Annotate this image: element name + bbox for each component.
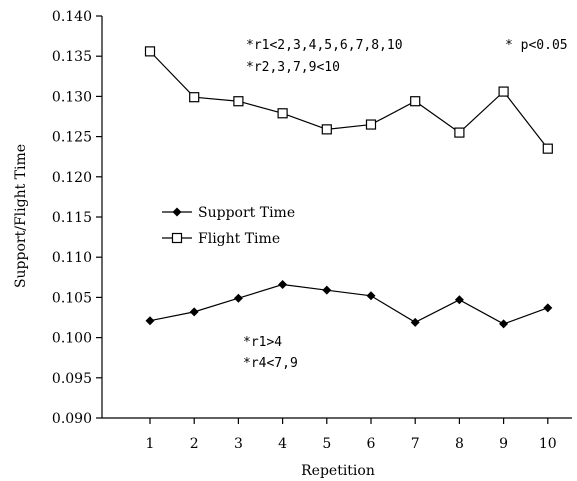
annotation-significance: * p<0.05 — [505, 38, 568, 53]
x-tick-label: 1 — [146, 436, 155, 452]
flight-time-point — [144, 46, 156, 57]
y-tick-label: 0.105 — [52, 290, 92, 306]
x-tick-label: 4 — [278, 436, 287, 452]
y-tick-label: 0.090 — [52, 411, 92, 427]
x-axis-title: Repetition — [301, 463, 375, 479]
flight-time-line — [149, 50, 549, 150]
x-tick-label: 3 — [234, 436, 243, 452]
support-time-point — [543, 303, 553, 313]
x-tick-label: 9 — [499, 436, 508, 452]
annotation-flight-line2: *r2,3,7,9<10 — [246, 60, 340, 75]
flight-time-point — [542, 143, 553, 154]
y-tick-label: 0.095 — [52, 371, 92, 387]
support-time-point — [410, 317, 420, 327]
flight-time-point — [189, 92, 200, 103]
support-time-point — [189, 307, 199, 317]
support-time-point — [454, 295, 464, 305]
x-tick-label: 10 — [539, 436, 557, 452]
x-tick-label: 8 — [455, 436, 464, 452]
series-layer — [144, 46, 553, 329]
x-ticks: 1 2 3 4 5 6 7 8 9 10 — [146, 418, 557, 452]
support-time-point — [366, 291, 376, 301]
support-time-line — [149, 283, 549, 325]
annotation-support-line1: *r1>4 — [243, 335, 282, 350]
y-ticks: 0.090 0.095 0.100 0.105 0.110 0.115 0.120 0.125… — [52, 9, 102, 427]
y-tick-label: 0.115 — [52, 210, 92, 226]
legend-flight-marker — [171, 232, 183, 244]
support-time-point — [145, 316, 155, 326]
legend: Support Time Flight Time — [162, 205, 295, 247]
y-tick-label: 0.125 — [52, 130, 92, 146]
support-time-point — [278, 280, 288, 290]
y-tick-label: 0.110 — [52, 250, 92, 266]
x-tick-label: 7 — [411, 436, 420, 452]
legend-flight-label: Flight Time — [198, 231, 280, 247]
support-time-point — [233, 293, 243, 303]
flight-time-point — [233, 96, 244, 107]
y-tick-label: 0.120 — [52, 170, 92, 186]
x-tick-label: 5 — [322, 436, 331, 452]
annotation-flight-line1: *r1<2,3,4,5,6,7,8,10 — [246, 38, 403, 53]
y-tick-label: 0.140 — [52, 9, 92, 25]
support-time-point — [499, 319, 509, 329]
support-time-point — [322, 285, 332, 295]
x-tick-label: 6 — [367, 436, 376, 452]
legend-support-marker — [172, 207, 182, 217]
flight-time-point — [277, 108, 288, 119]
flight-time-point — [410, 96, 421, 107]
legend-support-label: Support Time — [198, 205, 295, 221]
y-tick-label: 0.135 — [52, 49, 92, 65]
flight-time-point — [498, 86, 509, 97]
flight-time-point — [454, 127, 465, 138]
annotation-support-line2: *r4<7,9 — [243, 356, 298, 371]
y-tick-label: 0.130 — [52, 89, 92, 105]
y-tick-label: 0.100 — [52, 331, 92, 347]
x-tick-label: 2 — [190, 436, 199, 452]
axes — [101, 16, 572, 419]
flight-time-point — [321, 124, 332, 135]
y-axis-title: Support/Flight Time — [13, 144, 29, 288]
flight-time-point — [365, 119, 377, 130]
